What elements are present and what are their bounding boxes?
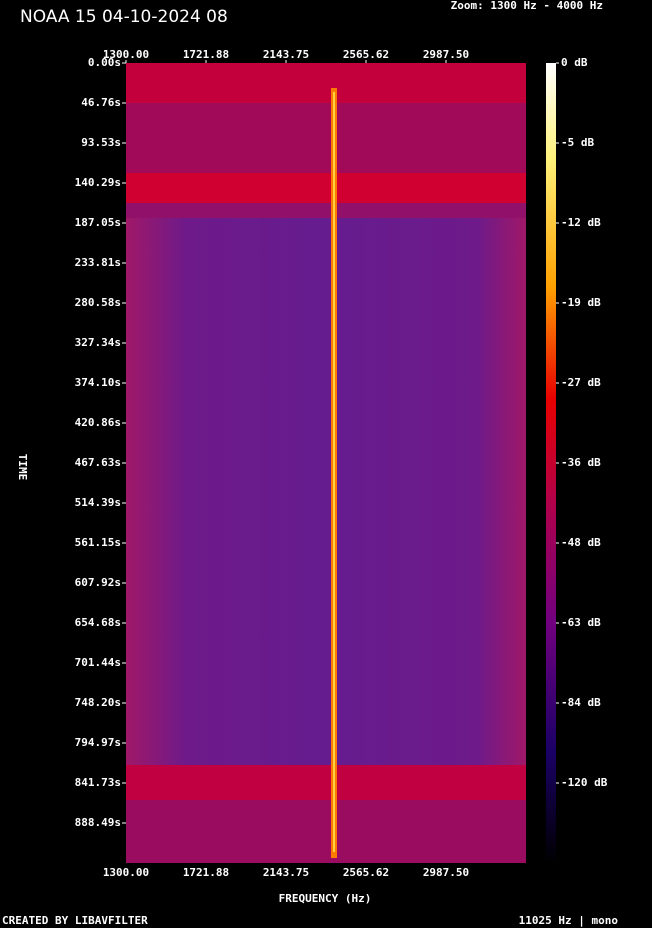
colorbar-tick-label: -27 dB: [561, 376, 601, 389]
y-tick-label: 420.86s: [75, 416, 121, 429]
y-tick-label: 187.05s: [75, 216, 121, 229]
y-axis-label: TIME: [16, 454, 29, 481]
colorbar-tick-label: -84 dB: [561, 696, 601, 709]
colorbar-tick-label: -48 dB: [561, 536, 601, 549]
colorbar: [546, 63, 556, 863]
x-tick-label: 2143.75: [263, 48, 309, 61]
y-tick-label: 748.20s: [75, 696, 121, 709]
y-tick-label: 841.73s: [75, 776, 121, 789]
y-tick-label: 280.58s: [75, 296, 121, 309]
spectrogram: [126, 63, 526, 863]
y-tick-label: 607.92s: [75, 576, 121, 589]
colorbar-tick-label: -5 dB: [561, 136, 594, 149]
footer-right: 11025 Hz | mono: [519, 914, 619, 927]
x-axis-label: FREQUENCY (Hz): [279, 892, 372, 905]
x-tick-label: 1721.88: [183, 866, 229, 879]
footer-left: CREATED BY LIBAVFILTER: [2, 914, 148, 927]
x-tick-label: 2143.75: [263, 866, 309, 879]
x-tick-label: 1721.88: [183, 48, 229, 61]
colorbar-tick-label: -19 dB: [561, 296, 601, 309]
subtitle: Zoom: 1300 Hz - 4000 Hz: [451, 0, 603, 12]
chart-title: NOAA 15 04-10-2024 08: [20, 7, 228, 27]
y-tick-label: 233.81s: [75, 256, 121, 269]
x-tick-label: 2565.62: [343, 48, 389, 61]
x-tick-label: 1300.00: [103, 48, 149, 61]
colorbar-tick-label: -120 dB: [561, 776, 608, 789]
y-tick-label: 514.39s: [75, 496, 121, 509]
colorbar-tick-label: -12 dB: [561, 216, 601, 229]
x-tick-label: 2987.50: [423, 48, 469, 61]
y-tick-label: 46.76s: [81, 96, 121, 109]
x-tick-label: 2987.50: [423, 866, 469, 879]
y-tick-label: 93.53s: [81, 136, 121, 149]
colorbar-tick-label: -36 dB: [561, 456, 601, 469]
y-tick-label: 888.49s: [75, 816, 121, 829]
x-tick-label: 1300.00: [103, 866, 149, 879]
colorbar-tick-label: 0 dB: [561, 56, 588, 69]
colorbar-tick-label: -63 dB: [561, 616, 601, 629]
y-tick-label: 140.29s: [75, 176, 121, 189]
y-tick-label: 0.00s: [88, 56, 121, 69]
y-tick-label: 654.68s: [75, 616, 121, 629]
y-tick-label: 327.34s: [75, 336, 121, 349]
x-tick-label: 2565.62: [343, 866, 389, 879]
y-tick-label: 374.10s: [75, 376, 121, 389]
y-tick-label: 794.97s: [75, 736, 121, 749]
y-tick-label: 467.63s: [75, 456, 121, 469]
y-tick-label: 701.44s: [75, 656, 121, 669]
y-tick-label: 561.15s: [75, 536, 121, 549]
